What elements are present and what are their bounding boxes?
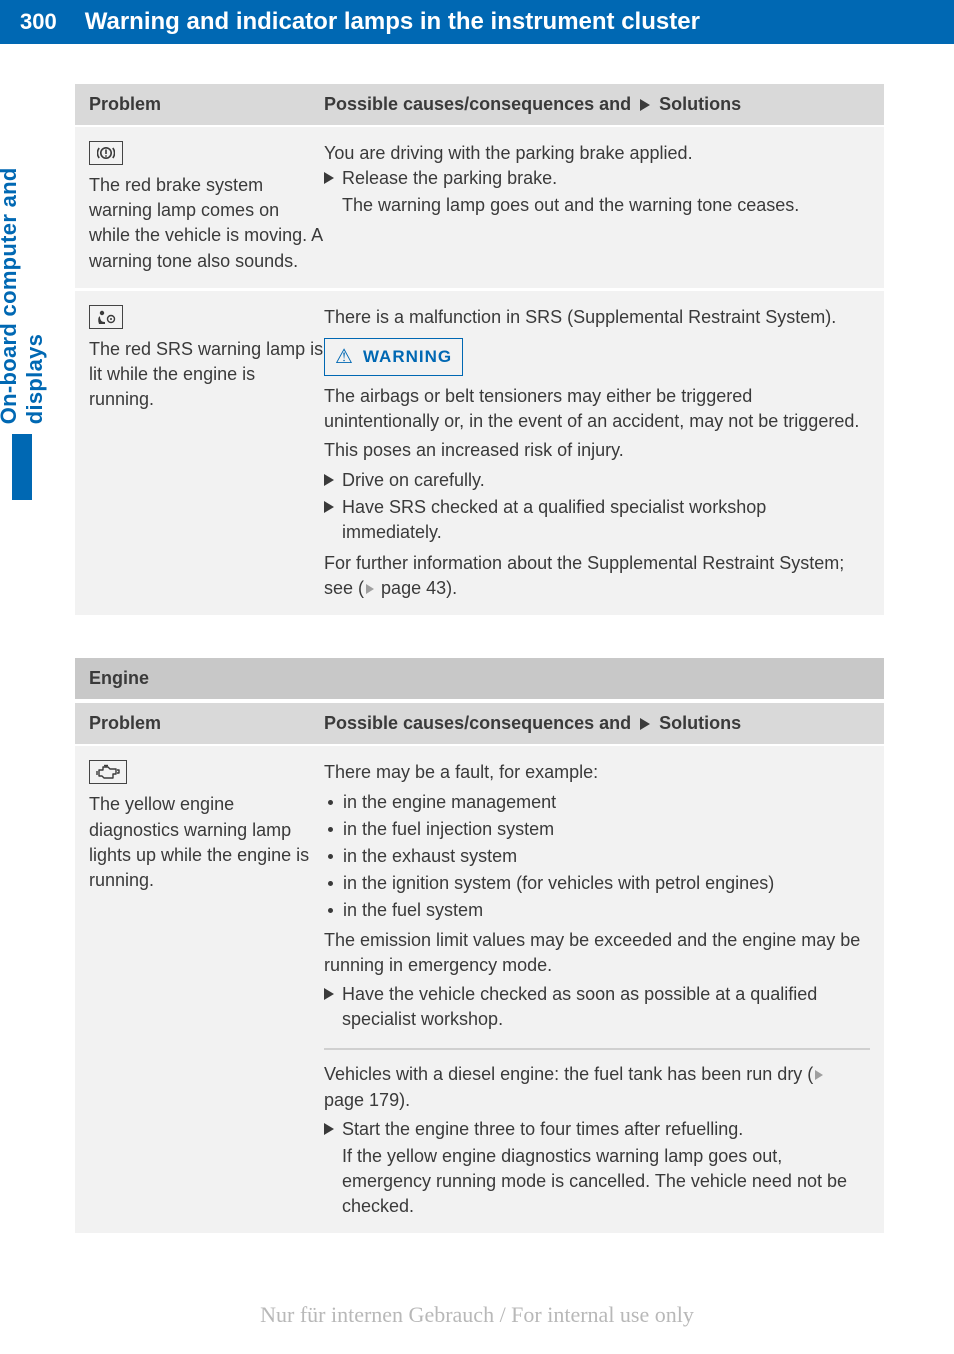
problem-cell: The red brake system warning lamp comes … [89,141,324,274]
solution-cell: There is a malfunction in SRS (Supplemen… [324,305,870,602]
page-header: 300 Warning and indicator lamps in the i… [0,0,954,44]
problem-cell: The red SRS warning lamp is lit while th… [89,305,324,602]
problem-text: The red brake system warning lamp comes … [89,173,324,274]
triangle-icon [640,718,650,730]
engine-header-problem: Problem [89,713,324,734]
side-tab-label: On-board computer and displays [0,110,48,424]
engine-section-heading: Engine [75,658,884,699]
content-area: Problem Possible causes/consequences and… [75,84,884,1236]
engine-diagnostics-icon [89,760,127,784]
bullet-dot-icon [328,827,333,832]
triangle-bullet-icon [324,474,334,486]
triangle-bullet-icon [324,1123,334,1135]
solution-cell: There may be a fault, for example: in th… [324,760,870,1219]
table1-header: Problem Possible causes/consequences and… [75,84,884,127]
warning-triangle-icon: ⚠ [335,343,353,371]
page-ref-icon [815,1070,823,1080]
triangle-bullet-icon [324,988,334,1000]
solution-intro: You are driving with the parking brake a… [324,141,870,166]
solution-cell: You are driving with the parking brake a… [324,141,870,274]
solution-intro: There is a malfunction in SRS (Supplemen… [324,305,870,330]
bullet-dot-icon [328,854,333,859]
fault-bullet-list: in the engine management in the fuel inj… [328,790,870,924]
bullet-dot-icon [328,800,333,805]
solution-footer: For further information about the Supple… [324,551,870,601]
page-ref-icon [366,584,374,594]
diesel-intro: Vehicles with a diesel engine: the fuel … [324,1062,870,1112]
table1-row-brake: The red brake system warning lamp comes … [75,127,884,291]
fault-intro: There may be a fault, for example: [324,760,870,785]
bullet-dot-icon [328,881,333,886]
table1-header-problem: Problem [89,94,324,115]
warning-body2: This poses an increased risk of injury. [324,438,870,463]
engine-table-row: The yellow engine diagnostics warning la… [75,746,884,1236]
diesel-result: If the yellow engine diagnostics warning… [342,1144,870,1220]
subrow-divider [324,1048,870,1050]
triangle-bullet-icon [324,172,334,184]
solution-action-line: Start the engine three to four times aft… [324,1117,870,1142]
table1-header-solution: Possible causes/consequences and Solutio… [324,94,870,115]
page-number: 300 [0,0,69,44]
watermark-text: Nur für internen Gebrauch / For internal… [0,1302,954,1328]
side-tab-bar [12,434,32,500]
triangle-icon [640,99,650,111]
engine-header-solution: Possible causes/consequences and Solutio… [324,713,870,734]
solution-action-line: Drive on carefully. [324,468,870,493]
solution-action-line: Have the vehicle checked as soon as poss… [324,982,870,1032]
fault-body: The emission limit values may be exceede… [324,928,870,978]
page-title: Warning and indicator lamps in the instr… [69,0,954,44]
engine-table-header: Problem Possible causes/consequences and… [75,703,884,746]
solution-action-line: Have SRS checked at a qualified speciali… [324,495,870,545]
triangle-bullet-icon [324,501,334,513]
problem-text: The red SRS warning lamp is lit while th… [89,337,324,413]
brake-warning-icon [89,141,123,165]
warning-label: WARNING [363,345,452,369]
solution-result: The warning lamp goes out and the warnin… [342,193,870,218]
problem-cell: The yellow engine diagnostics warning la… [89,760,324,1219]
srs-warning-icon [89,305,123,329]
problem-text: The yellow engine diagnostics warning la… [89,792,324,893]
table1-row-srs: The red SRS warning lamp is lit while th… [75,291,884,619]
warning-body: The airbags or belt tensioners may eithe… [324,384,870,434]
bullet-dot-icon [328,908,333,913]
warning-callout: ⚠ WARNING [324,338,463,376]
solution-action-line: Release the parking brake. [324,166,870,191]
side-tab: On-board computer and displays [4,110,40,500]
